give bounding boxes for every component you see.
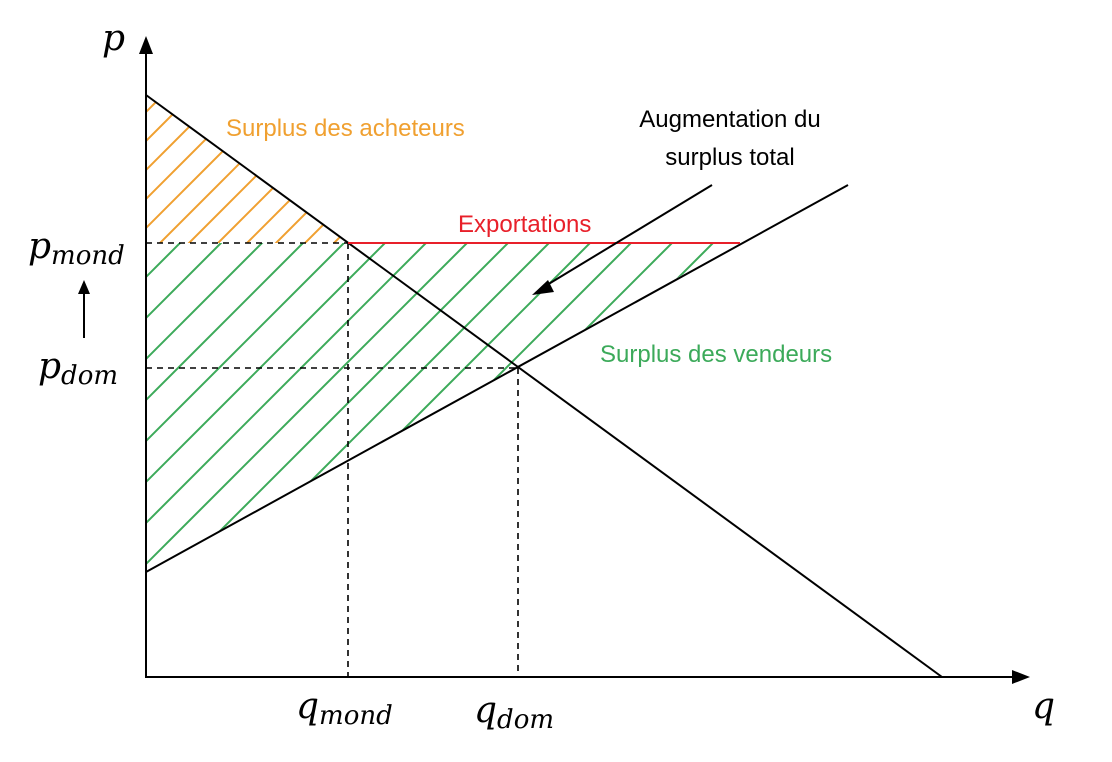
- hatch-line: [146, 95, 150, 243]
- hatch-line: [146, 243, 276, 572]
- exports-label: Exportations: [458, 211, 591, 238]
- hatch-line: [146, 243, 194, 572]
- hatch-line: [0, 80, 120, 260]
- hatch-line: [146, 95, 208, 243]
- hatch-line: [146, 243, 440, 572]
- up-arrow-icon: [78, 280, 90, 294]
- hatch-line: [201, 243, 563, 572]
- domestic-quantity-label: qdom: [474, 690, 554, 735]
- buyers-surplus-label: Surplus des acheteurs: [226, 115, 465, 142]
- increase-pointer-arrowhead: [532, 280, 554, 295]
- hatch-line: [171, 95, 348, 243]
- sellers-surplus-label: Surplus des vendeurs: [600, 341, 832, 368]
- hatch-line: [146, 243, 153, 572]
- x-axis-label: q: [1032, 686, 1055, 727]
- hatch-line: [447, 243, 740, 572]
- sellers-surplus-hatch: [0, 230, 740, 590]
- hatch-line: [324, 243, 686, 572]
- hatch-line: [287, 95, 348, 243]
- hatch-line: [146, 243, 317, 572]
- hatch-line: [146, 243, 481, 572]
- demand-curve: [145, 94, 943, 678]
- hatch-line: [146, 243, 235, 572]
- increase-pointer-line: [541, 184, 713, 289]
- hatch-line: [200, 95, 348, 243]
- world-price-label: pmond: [28, 226, 125, 271]
- hatch-line: [146, 95, 266, 243]
- hatch-line: [283, 243, 645, 572]
- increase-label-line1: Augmentation du: [639, 106, 820, 133]
- x-axis-arrowhead: [1012, 670, 1030, 684]
- hatch-line: [160, 243, 522, 572]
- hatch-line: [146, 95, 179, 243]
- increase-label-line2: surplus total: [665, 144, 794, 171]
- hatch-line: [0, 230, 111, 590]
- hatch-line: [146, 243, 358, 572]
- hatch-line: [406, 243, 740, 572]
- hatch-line: [258, 95, 348, 243]
- hatch-line: [229, 95, 348, 243]
- domestic-price-label: pdom: [38, 346, 118, 391]
- world-quantity-label: qmond: [296, 686, 393, 731]
- y-axis-arrowhead: [139, 36, 153, 54]
- supply-curve: [145, 184, 849, 573]
- hatch-line: [146, 95, 324, 243]
- hatch-line: [146, 95, 295, 243]
- hatch-line: [0, 230, 70, 590]
- hatch-line: [146, 243, 399, 572]
- y-axis-label: p: [102, 18, 125, 59]
